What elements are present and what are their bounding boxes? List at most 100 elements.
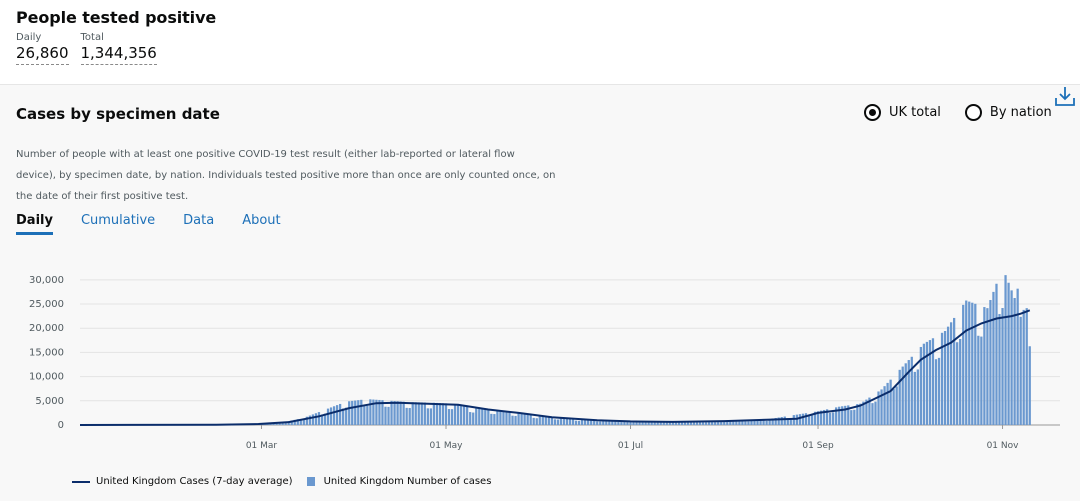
case-bar bbox=[1013, 297, 1016, 425]
case-bar bbox=[895, 386, 898, 425]
case-bar bbox=[329, 407, 333, 425]
case-bar bbox=[859, 403, 862, 425]
case-bar bbox=[1025, 308, 1028, 425]
case-bar bbox=[293, 419, 296, 425]
case-bar bbox=[789, 418, 792, 425]
cases-card: Cases by specimen date UK total By natio… bbox=[0, 84, 1080, 501]
case-bar bbox=[281, 423, 284, 425]
case-bar bbox=[943, 331, 947, 425]
case-bar bbox=[384, 406, 387, 425]
case-bar bbox=[765, 420, 768, 425]
case-bar bbox=[862, 401, 865, 425]
case-bar bbox=[992, 291, 995, 425]
case-bar bbox=[438, 403, 442, 425]
chart-legend: United Kingdom Cases (7-day average) Uni… bbox=[72, 476, 491, 487]
case-bar bbox=[311, 414, 315, 425]
case-bar bbox=[608, 420, 611, 425]
x-tick-label: 01 May bbox=[430, 441, 464, 451]
case-bar bbox=[478, 408, 481, 425]
case-bar bbox=[463, 406, 466, 425]
case-bar bbox=[844, 405, 847, 425]
daily-metric: Daily 26,860 bbox=[16, 32, 69, 65]
case-bar bbox=[937, 357, 941, 425]
case-bar bbox=[508, 412, 511, 425]
y-tick-label: 20,000 bbox=[29, 323, 64, 334]
case-bar bbox=[484, 409, 487, 425]
case-bar bbox=[596, 421, 599, 425]
case-bar bbox=[469, 412, 472, 425]
radio-unselected-icon bbox=[964, 104, 982, 121]
legend-bar-label[interactable]: United Kingdom Number of cases bbox=[323, 476, 492, 487]
radio-uk-total[interactable]: UK total bbox=[864, 104, 941, 121]
case-bar bbox=[296, 419, 299, 425]
case-bar bbox=[995, 283, 998, 425]
radio-by-nation[interactable]: By nation bbox=[964, 104, 1052, 121]
card-description: Number of people with at least one posit… bbox=[16, 149, 556, 202]
case-bar bbox=[1001, 308, 1004, 425]
case-bar bbox=[629, 421, 632, 425]
case-bar bbox=[916, 369, 919, 425]
case-bar bbox=[674, 421, 677, 425]
case-bar bbox=[577, 420, 581, 425]
headline-title: People tested positive bbox=[16, 8, 217, 27]
case-bar bbox=[490, 413, 493, 425]
case-bar bbox=[593, 420, 596, 425]
case-bar bbox=[940, 332, 944, 425]
case-bar bbox=[487, 409, 490, 425]
case-bar bbox=[320, 414, 324, 425]
case-bar bbox=[931, 338, 935, 425]
case-bar bbox=[351, 400, 354, 425]
daily-value[interactable]: 26,860 bbox=[16, 44, 69, 65]
case-bar bbox=[949, 322, 953, 425]
x-tick-label: 01 Sep bbox=[802, 441, 834, 451]
case-bar bbox=[1028, 346, 1031, 425]
case-bar bbox=[714, 421, 717, 425]
case-bar bbox=[308, 415, 312, 425]
case-bar bbox=[505, 411, 508, 425]
chart-tabs: Daily Cumulative Data About bbox=[16, 213, 281, 235]
tab-about[interactable]: About bbox=[242, 213, 281, 228]
case-bar bbox=[880, 389, 883, 425]
case-bar bbox=[701, 422, 705, 425]
case-bar bbox=[774, 417, 777, 425]
case-bar bbox=[735, 420, 738, 425]
y-tick-label: 10,000 bbox=[29, 372, 64, 383]
case-bar bbox=[877, 391, 880, 425]
case-bar bbox=[901, 366, 904, 425]
case-bar bbox=[459, 405, 463, 425]
case-bar bbox=[493, 414, 496, 425]
case-bar bbox=[795, 414, 798, 425]
tab-cumulative[interactable]: Cumulative bbox=[80, 213, 156, 228]
case-bar bbox=[934, 359, 938, 425]
total-value[interactable]: 1,344,356 bbox=[80, 44, 157, 65]
case-bar bbox=[369, 399, 372, 425]
case-bar bbox=[520, 413, 523, 425]
case-bar bbox=[429, 408, 432, 425]
download-icon[interactable] bbox=[1054, 85, 1076, 107]
case-bar bbox=[910, 356, 913, 425]
case-bar bbox=[756, 419, 759, 425]
case-bar bbox=[360, 399, 363, 425]
case-bar bbox=[556, 419, 560, 425]
case-bar bbox=[499, 410, 502, 425]
x-tick-label: 01 Jul bbox=[618, 441, 643, 451]
case-bar bbox=[562, 418, 566, 425]
tab-data[interactable]: Data bbox=[183, 213, 215, 228]
case-bar bbox=[656, 421, 659, 425]
case-bar bbox=[983, 307, 986, 425]
case-bar bbox=[348, 401, 351, 425]
legend-line-label[interactable]: United Kingdom Cases (7-day average) bbox=[96, 476, 293, 487]
case-bar bbox=[571, 418, 575, 425]
y-tick-label: 5,000 bbox=[35, 396, 64, 407]
case-bar bbox=[750, 419, 753, 425]
case-bar bbox=[1007, 282, 1010, 425]
case-bar bbox=[959, 339, 962, 425]
case-bar bbox=[853, 409, 856, 425]
case-bar bbox=[813, 411, 817, 425]
case-bar bbox=[768, 420, 771, 425]
case-bar bbox=[587, 419, 590, 425]
case-bar bbox=[662, 422, 665, 425]
tab-daily[interactable]: Daily bbox=[16, 213, 53, 235]
case-bar bbox=[777, 417, 780, 425]
case-bar bbox=[695, 421, 699, 425]
